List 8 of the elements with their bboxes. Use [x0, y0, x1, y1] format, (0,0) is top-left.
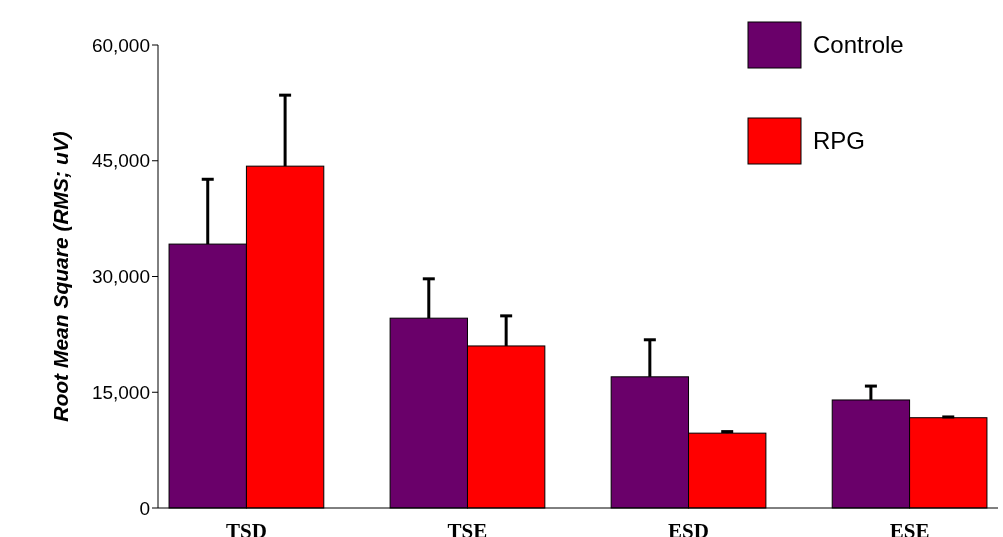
legend-label: Controle: [813, 31, 904, 59]
y-tick-label: 60,000: [91, 34, 150, 56]
y-tick-label: 15,000: [91, 381, 150, 403]
legend-label: RPG: [813, 127, 866, 155]
y-tick-label: 45,000: [91, 150, 150, 172]
y-axis-title: Root Mean Square (RMS; uV): [49, 131, 72, 422]
y-tick-label: 30,000: [91, 266, 150, 288]
y-tick-label: 0: [139, 497, 150, 519]
